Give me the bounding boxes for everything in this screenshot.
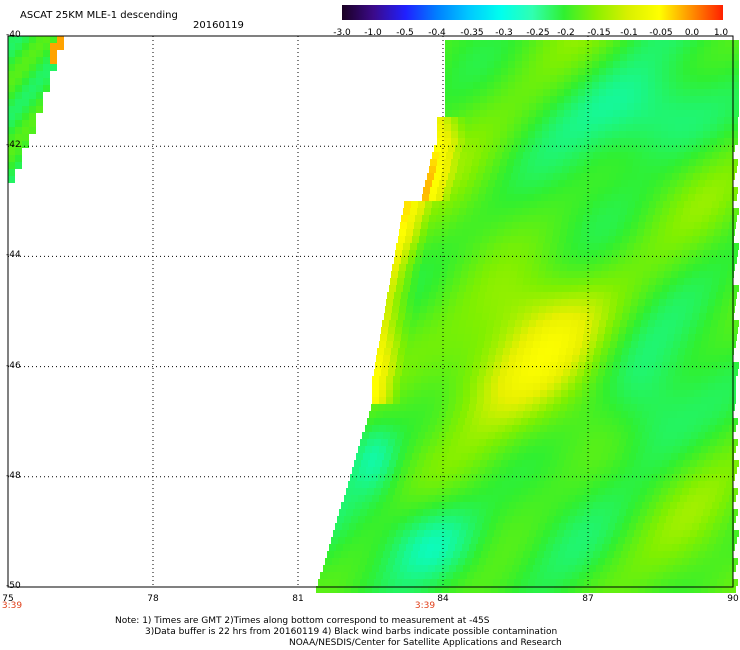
map-frame bbox=[7, 35, 734, 588]
colorbar-tick-label: 1.0 bbox=[713, 28, 729, 38]
latitude-label: -46 bbox=[6, 360, 21, 371]
latitude-label: -48 bbox=[6, 470, 21, 481]
colorbar-tick-label: -0.4 bbox=[428, 28, 446, 38]
scatterometer-swath bbox=[8, 36, 739, 593]
colorbar bbox=[342, 5, 723, 20]
colorbar-tick-label: -3.0 bbox=[333, 28, 351, 38]
map-title: ASCAT 25KM MLE-1 descending bbox=[20, 10, 178, 21]
longitude-label: 84 bbox=[437, 594, 449, 604]
longitude-label: 87 bbox=[582, 594, 594, 604]
colorbar-tick-label: -0.5 bbox=[396, 28, 414, 38]
latitude-label: -42 bbox=[6, 140, 21, 151]
latitude-label: -40 bbox=[6, 30, 21, 40]
note-line-3: NOAA/NESDIS/Center for Satellite Applica… bbox=[289, 638, 562, 648]
colorbar-tick-label: -0.25 bbox=[526, 28, 550, 38]
time-label: 3:39 bbox=[1, 601, 23, 611]
longitude-label: 90 bbox=[727, 594, 739, 604]
colorbar-tick-label: -1.0 bbox=[364, 28, 382, 38]
longitude-label: 81 bbox=[292, 594, 304, 604]
colorbar-tick-label: -0.35 bbox=[460, 28, 484, 38]
map-grid bbox=[7, 35, 734, 588]
colorbar-gradient bbox=[342, 5, 723, 20]
note-line-1: Note: 1) Times are GMT 2)Times along bot… bbox=[115, 616, 490, 626]
map-date: 20160119 bbox=[193, 20, 244, 31]
colorbar-tick-label: 0.0 bbox=[684, 28, 700, 38]
latitude-label: -44 bbox=[6, 250, 21, 261]
longitude-label: 78 bbox=[147, 594, 159, 604]
colorbar-tick-label: -0.1 bbox=[620, 28, 638, 38]
colorbar-tick-label: -0.05 bbox=[649, 28, 673, 38]
colorbar-tick-label: -0.2 bbox=[557, 28, 575, 38]
colorbar-tick-label: -0.15 bbox=[587, 28, 611, 38]
colorbar-tick-label: -0.3 bbox=[495, 28, 513, 38]
time-label: 3:39 bbox=[414, 601, 436, 611]
longitude-label: 75 bbox=[2, 594, 14, 604]
latitude-label: -50 bbox=[6, 581, 21, 591]
note-line-2: 3)Data buffer is 22 hrs from 20160119 4)… bbox=[145, 627, 558, 637]
